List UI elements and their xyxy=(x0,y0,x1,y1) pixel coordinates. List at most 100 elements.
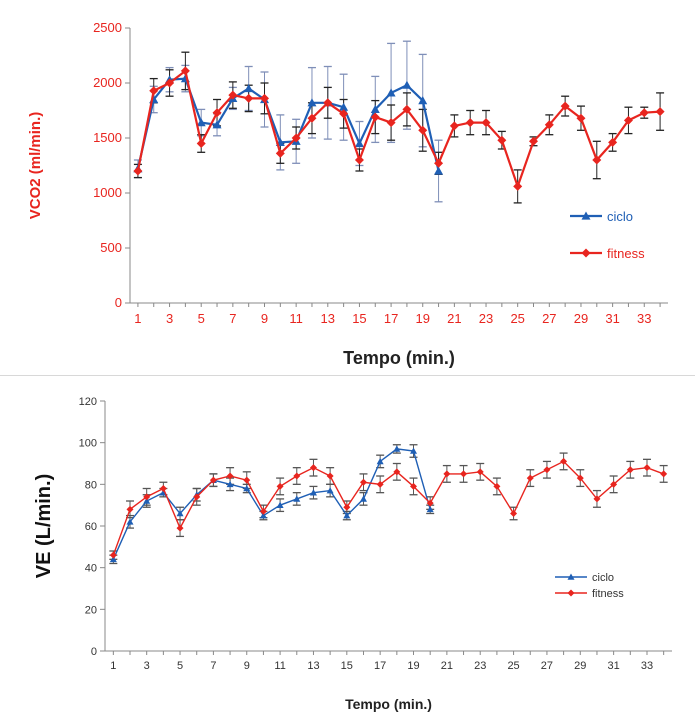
data-point-fitness xyxy=(359,478,367,486)
data-point-ciclo xyxy=(309,489,317,496)
data-point-fitness xyxy=(309,464,317,472)
x-tick-label: 5 xyxy=(177,660,183,672)
legend-item-ciclo: ciclo xyxy=(555,572,614,584)
series-line-fitness xyxy=(136,68,661,190)
x-axis-title: Tempo (min.) xyxy=(343,348,455,368)
data-point-fitness xyxy=(259,507,267,515)
data-point-fitness xyxy=(543,466,551,474)
data-point-fitness xyxy=(343,503,351,511)
data-point-fitness xyxy=(339,109,349,119)
data-point-fitness xyxy=(226,472,234,480)
data-point-ciclo xyxy=(418,96,428,105)
data-point-fitness xyxy=(576,113,586,123)
data-point-ciclo xyxy=(359,495,367,502)
data-point-ciclo xyxy=(402,80,412,89)
data-point-fitness xyxy=(376,480,384,488)
data-point-ciclo xyxy=(126,518,134,525)
data-point-ciclo xyxy=(343,512,351,519)
x-tick-label: 27 xyxy=(541,660,553,672)
x-tick-label: 17 xyxy=(374,660,386,672)
data-point-ciclo xyxy=(386,88,396,97)
y-tick-label: 500 xyxy=(100,240,122,255)
y-axis-title: VCO2 (ml/min.) xyxy=(27,112,44,220)
data-point-fitness xyxy=(626,466,634,474)
data-point-fitness xyxy=(481,118,491,128)
data-point-fitness xyxy=(449,121,459,131)
data-point-ciclo xyxy=(143,497,151,504)
data-point-ciclo xyxy=(293,495,301,502)
data-point-fitness xyxy=(354,155,364,165)
data-point-ciclo xyxy=(243,485,251,492)
series-line-ciclo xyxy=(112,448,431,560)
legend-marker-ciclo xyxy=(567,573,575,580)
data-point-fitness xyxy=(592,155,602,165)
data-point-fitness xyxy=(655,107,665,117)
x-tick-label: 15 xyxy=(341,660,353,672)
data-point-fitness xyxy=(291,133,301,143)
data-point-fitness xyxy=(260,93,269,103)
data-point-fitness xyxy=(465,118,475,128)
data-point-fitness xyxy=(426,499,434,507)
data-point-fitness xyxy=(476,468,484,476)
y-tick-label: 2500 xyxy=(93,20,122,35)
data-point-fitness xyxy=(196,139,206,148)
data-point-ciclo xyxy=(276,501,284,508)
data-point-fitness xyxy=(529,136,538,146)
x-tick-label: 33 xyxy=(641,660,653,672)
x-tick-label: 9 xyxy=(244,660,250,672)
data-point-ciclo xyxy=(410,447,418,454)
data-point-ciclo xyxy=(244,84,254,93)
data-point-fitness xyxy=(434,158,444,168)
data-point-ciclo xyxy=(196,118,206,127)
data-point-ciclo xyxy=(370,104,380,113)
data-point-ciclo xyxy=(226,480,234,488)
data-point-fitness xyxy=(643,464,651,472)
data-point-fitness xyxy=(393,468,401,476)
legend-label-ciclo: ciclo xyxy=(607,209,633,224)
x-tick-label: 17 xyxy=(384,311,398,326)
x-tick-label: 1 xyxy=(134,311,141,326)
data-point-fitness xyxy=(228,90,238,100)
data-point-fitness xyxy=(526,474,534,482)
series-line-fitness xyxy=(112,460,664,556)
x-tick-label: 19 xyxy=(416,311,430,326)
legend-item-fitness: fitness xyxy=(555,588,624,600)
x-tick-label: 21 xyxy=(441,660,453,672)
series-line-ciclo xyxy=(136,77,440,172)
x-axis-title: Tempo (min.) xyxy=(345,696,432,712)
y-tick-label: 80 xyxy=(85,479,97,491)
vco2-chart-panel: 0 500 1000 1500 2000 2500 1 3 5 7 9 11 13 15 17 19 21 23 2… xyxy=(0,20,695,376)
data-point-fitness xyxy=(244,93,254,103)
x-tick-label: 23 xyxy=(474,660,486,672)
x-tick-label: 7 xyxy=(210,660,216,672)
legend-marker-fitness xyxy=(567,589,575,597)
y-tick-label: 60 xyxy=(85,521,97,533)
legend-label-fitness: fitness xyxy=(592,588,624,600)
data-point-ciclo xyxy=(339,102,349,111)
y-tick-label: 2000 xyxy=(93,75,122,90)
data-point-fitness xyxy=(275,148,285,158)
legend-item-fitness: fitness xyxy=(570,246,645,261)
x-tick-label: 3 xyxy=(144,660,150,672)
data-point-fitness xyxy=(133,166,143,176)
x-tick-label: 5 xyxy=(198,311,205,326)
x-tick-label: 25 xyxy=(507,660,519,672)
x-tick-label: 3 xyxy=(166,311,173,326)
data-point-fitness xyxy=(176,524,184,532)
legend-marker-fitness xyxy=(581,248,591,258)
data-point-fitness xyxy=(159,485,167,492)
x-tick-label: 27 xyxy=(542,311,556,326)
data-point-fitness xyxy=(307,113,317,123)
data-point-fitness xyxy=(165,78,175,88)
x-tick-label: 9 xyxy=(261,311,268,326)
y-tick-label: 40 xyxy=(85,563,97,575)
data-point-fitness xyxy=(460,470,468,478)
data-point-fitness xyxy=(410,482,418,490)
data-point-fitness xyxy=(544,120,554,130)
x-tick-label: 11 xyxy=(274,660,285,672)
y-axis-title: VE (L/min.) xyxy=(33,474,55,578)
y-tick-label: 0 xyxy=(115,295,122,310)
data-point-fitness xyxy=(576,474,584,482)
data-point-fitness xyxy=(326,472,334,480)
